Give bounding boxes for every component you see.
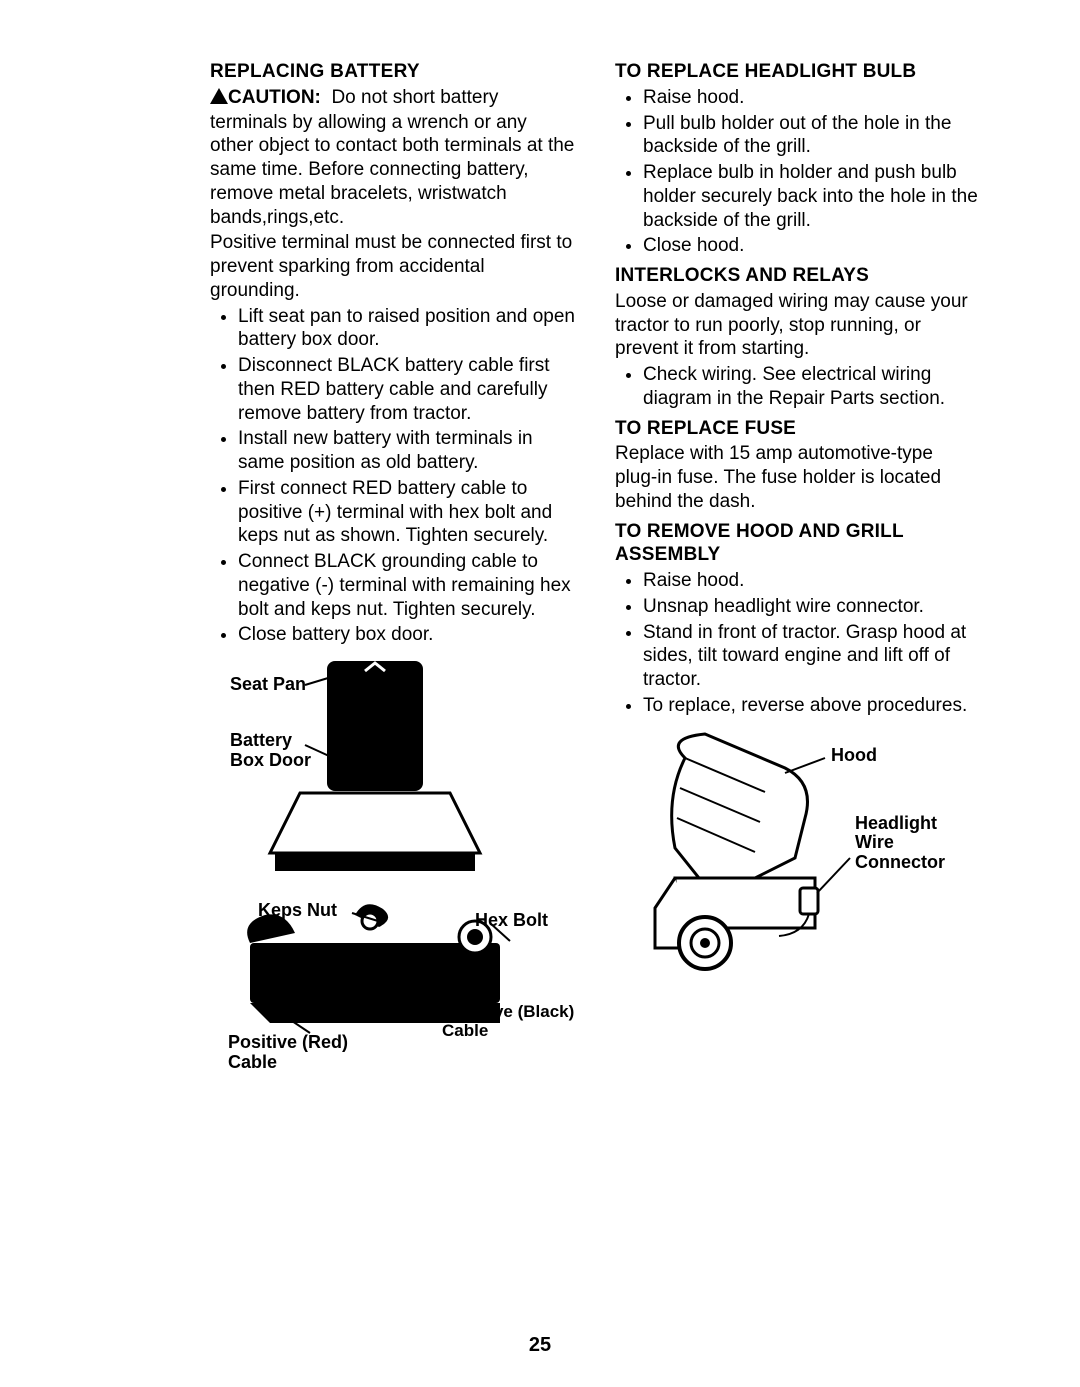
battery-steps-list: Lift seat pan to raised position and ope… <box>210 305 575 648</box>
label-keps-nut: Keps Nut <box>258 901 337 921</box>
fuse-para: Replace with 15 amp automotive-type plug… <box>615 442 980 513</box>
list-item: Stand in front of tractor. Grasp hood at… <box>643 621 980 692</box>
list-item: Check wiring. See electrical wiring diag… <box>643 363 980 411</box>
caution-para: CAUTION: Do not short battery terminals … <box>210 86 575 230</box>
interlocks-list: Check wiring. See electrical wiring diag… <box>615 363 980 411</box>
hood-list: Raise hood. Unsnap headlight wire connec… <box>615 569 980 718</box>
positive-terminal-para: Positive terminal must be connected firs… <box>210 231 575 302</box>
heading-replacing-battery: REPLACING BATTERY <box>210 60 575 84</box>
heading-hood-grill: TO REMOVE HOOD AND GRILL ASSEMBLY <box>615 520 980 568</box>
list-item: Close hood. <box>643 234 980 258</box>
heading-replace-bulb: TO REPLACE HEADLIGHT BULB <box>615 60 980 84</box>
label-positive-cable: Positive (Red) Cable <box>228 1033 348 1073</box>
label-battery-box-door: Battery Box Door <box>230 731 311 771</box>
list-item: To replace, reverse above procedures. <box>643 694 980 718</box>
list-item: Pull bulb holder out of the hole in the … <box>643 112 980 160</box>
page-number: 25 <box>529 1334 551 1357</box>
right-column: TO REPLACE HEADLIGHT BULB Raise hood. Pu… <box>615 60 980 1073</box>
list-item: First connect RED battery cable to posit… <box>238 477 575 548</box>
warning-triangle-icon <box>210 87 228 111</box>
label-seat-pan: Seat Pan <box>230 675 306 695</box>
battery-figure: Seat Pan Battery Box Door Keps Nut Hex B… <box>210 653 550 1073</box>
label-hex-bolt: Hex Bolt <box>475 911 548 931</box>
label-negative-cable: Negative (Black) Cable <box>442 1003 574 1040</box>
list-item: Connect BLACK grounding cable to negativ… <box>238 550 575 621</box>
list-item: Raise hood. <box>643 86 980 110</box>
list-item: Disconnect BLACK battery cable first the… <box>238 354 575 425</box>
left-column: REPLACING BATTERY CAUTION: Do not short … <box>210 60 575 1073</box>
bulb-list: Raise hood. Pull bulb holder out of the … <box>615 86 980 258</box>
list-item: Unsnap headlight wire connector. <box>643 595 980 619</box>
heading-fuse: TO REPLACE FUSE <box>615 417 980 441</box>
list-item: Raise hood. <box>643 569 980 593</box>
hood-figure: Hood Headlight Wire Connector <box>645 728 975 988</box>
label-headlight-connector: Headlight Wire Connector <box>855 814 945 873</box>
list-item: Install new battery with terminals in sa… <box>238 427 575 475</box>
heading-interlocks: INTERLOCKS AND RELAYS <box>615 264 980 288</box>
caution-label: CAUTION: <box>228 87 321 108</box>
list-item: Close battery box door. <box>238 623 575 647</box>
interlocks-para: Loose or damaged wiring may cause your t… <box>615 290 980 361</box>
list-item: Lift seat pan to raised position and ope… <box>238 305 575 353</box>
two-column-layout: REPLACING BATTERY CAUTION: Do not short … <box>210 60 980 1073</box>
label-hood: Hood <box>831 746 877 766</box>
list-item: Replace bulb in holder and push bulb hol… <box>643 161 980 232</box>
